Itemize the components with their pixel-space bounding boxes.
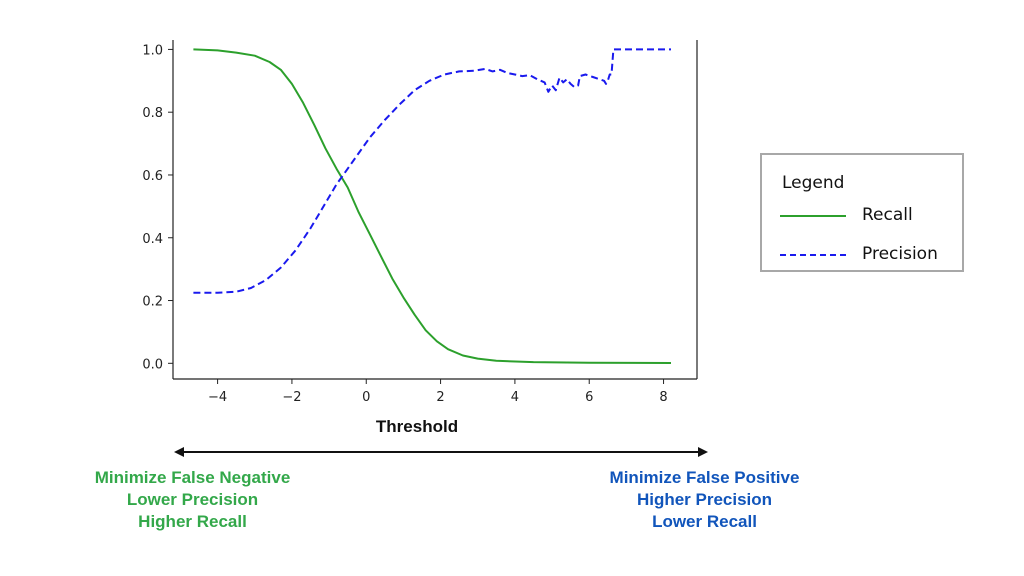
x-tick-label: 0: [362, 390, 370, 405]
caption-right-line: Higher Precision: [636, 490, 773, 509]
y-tick-label: 1.0: [142, 43, 163, 58]
chart-series: [193, 48, 672, 364]
legend-label-precision: Precision: [862, 244, 938, 264]
x-tick-label: 2: [436, 390, 444, 405]
x-tick-label: −4: [208, 390, 227, 405]
caption-minimize-false-positive: Minimize False Positive Higher Precision…: [552, 467, 857, 533]
precision-line-swatch: [780, 254, 846, 256]
threshold-double-arrow: [174, 447, 708, 457]
x-tick-label: 4: [511, 390, 519, 405]
caption-right-line: Lower Recall: [652, 512, 757, 531]
recall-line-swatch: [780, 215, 846, 217]
y-tick-label: 0.6: [142, 169, 163, 184]
caption-left-line: Higher Recall: [138, 512, 247, 531]
x-tick-label: −2: [282, 390, 301, 405]
y-tick-label: 0.8: [142, 106, 163, 121]
caption-left-line: Minimize False Negative: [94, 468, 291, 487]
legend: Legend Recall Precision: [760, 153, 964, 272]
x-tick-label: 6: [585, 390, 593, 405]
legend-label-recall: Recall: [862, 205, 913, 225]
series-line-precision: [193, 48, 671, 294]
y-tick-label: 0.4: [142, 232, 163, 247]
caption-right-line: Minimize False Positive: [609, 468, 800, 487]
legend-item-recall: Recall: [780, 205, 960, 229]
legend-title: Legend: [782, 173, 845, 193]
legend-item-precision: Precision: [780, 244, 960, 268]
chart-axes: −4 −2 0 2 4 6 8 0.0 0.2 0.4 0.6 0.8 1.0: [142, 40, 698, 405]
x-axis-label: Threshold: [376, 417, 458, 436]
x-tick-label: 8: [659, 390, 667, 405]
caption-left-line: Lower Precision: [126, 490, 259, 509]
caption-minimize-false-negative: Minimize False Negative Lower Precision …: [40, 467, 345, 533]
y-tick-label: 0.2: [142, 295, 163, 310]
y-tick-label: 0.0: [142, 357, 163, 372]
series-line-recall: [193, 48, 672, 364]
